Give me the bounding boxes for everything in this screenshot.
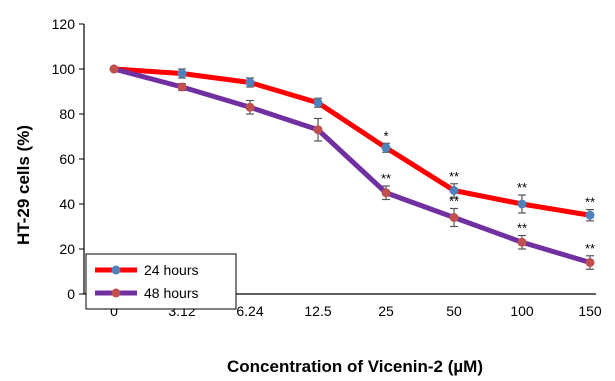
x-axis-title: Concentration of Vicenin-2 (µM): [227, 357, 483, 376]
x-tick-label: 12.5: [304, 303, 331, 319]
x-tick-label: 150: [578, 303, 602, 319]
y-tick-label: 120: [52, 16, 76, 32]
data-point: [381, 188, 391, 198]
data-point: [177, 82, 187, 92]
y-tick-labels: 0 20 40 60 80 100 120: [52, 16, 76, 302]
data-point: [381, 143, 391, 153]
data-point: [585, 258, 595, 267]
x-tick-label: 25: [378, 303, 394, 319]
significance-label: **: [449, 194, 459, 209]
data-point: [109, 64, 119, 74]
legend-box: [85, 253, 237, 310]
legend-label-24h: 24 hours: [144, 262, 198, 278]
data-point: [177, 69, 187, 78]
y-tick-label: 0: [67, 286, 75, 302]
data-point: [245, 102, 255, 112]
legend-label-48h: 48 hours: [144, 285, 198, 301]
series-2: ** ** ** **: [109, 64, 595, 270]
y-tick-label: 80: [59, 106, 75, 122]
x-tick-label: 50: [446, 303, 462, 319]
legend-marker-24h: [111, 265, 121, 275]
data-point: [517, 199, 527, 209]
data-point: [313, 125, 323, 135]
x-tick-label: 0: [110, 303, 118, 319]
series-line: [111, 66, 593, 218]
data-point: [585, 210, 595, 220]
y-tick-label: 60: [59, 151, 75, 167]
data-point: [313, 98, 323, 108]
y-tick-label: 20: [59, 241, 75, 257]
legend: 24 hours 48 hours: [85, 253, 237, 310]
data-point: [449, 186, 459, 195]
data-point: [449, 213, 459, 222]
significance-label: **: [585, 195, 595, 210]
significance-label: **: [585, 241, 595, 256]
series-layer: ***************: [109, 64, 595, 270]
y-tick-label: 40: [59, 196, 75, 212]
y-axis-title: HT-29 cells (%): [14, 125, 33, 245]
significance-label: *: [383, 128, 388, 143]
data-point: [245, 78, 255, 87]
series-line: [111, 66, 593, 265]
legend-marker-48h: [111, 288, 121, 298]
significance-label: **: [517, 180, 527, 195]
y-tick-label: 100: [52, 61, 76, 77]
data-point: [517, 237, 527, 247]
x-tick-label: 6.24: [236, 303, 263, 319]
significance-label: **: [381, 171, 391, 186]
significance-label: **: [449, 169, 459, 184]
significance-label: **: [517, 221, 527, 236]
x-tick-label: 100: [510, 303, 534, 319]
